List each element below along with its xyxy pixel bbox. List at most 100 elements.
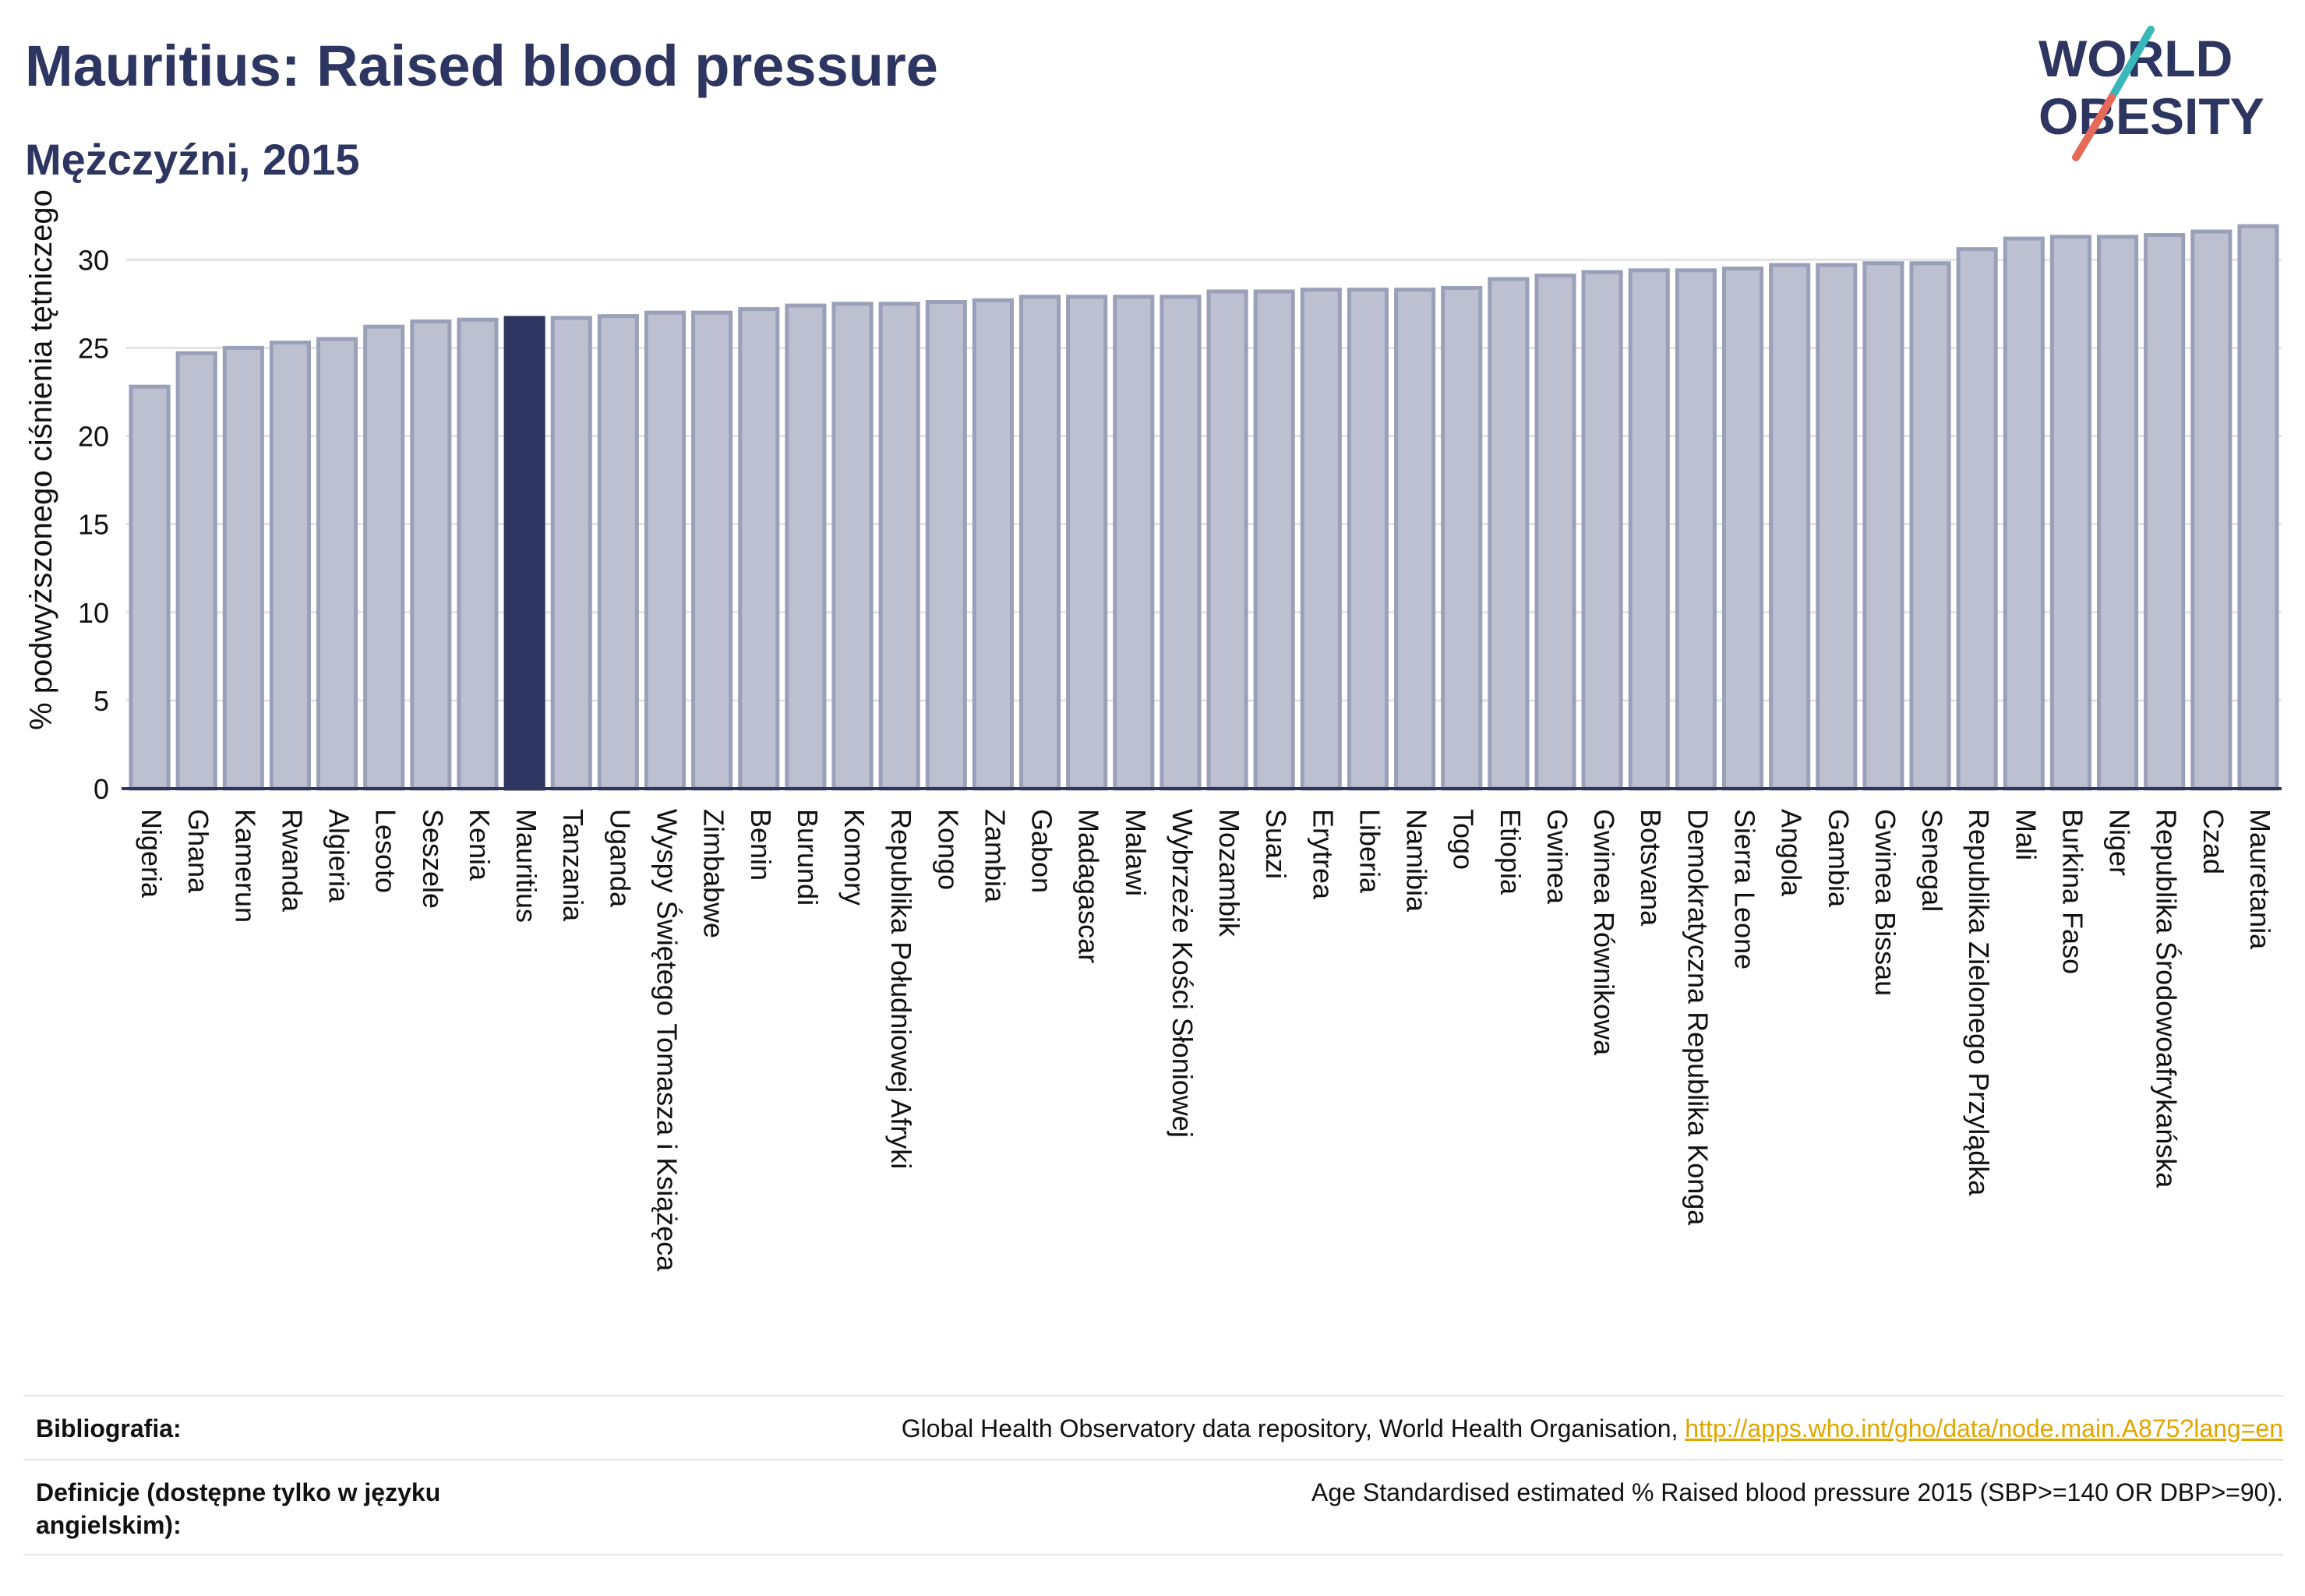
y-tick-label: 25 <box>78 332 109 364</box>
bar <box>597 314 639 791</box>
x-tick-labels: Nigeria Ghana Kamerun Rwanda Algieria Lesoto S… <box>136 809 2276 1272</box>
bar <box>1206 289 1248 791</box>
x-tick-label: Mauretania <box>2244 809 2276 950</box>
bibliography-label: Bibliografia: <box>36 1414 182 1442</box>
x-tick-label: Tanzania <box>557 809 589 922</box>
bar <box>1347 288 1389 791</box>
x-tick-label: Ghana <box>182 809 214 894</box>
x-tick-label: Republika Zielonego Przylądka <box>1963 809 1995 1196</box>
bar <box>925 300 967 791</box>
x-tick-label: Mauritius <box>510 809 542 923</box>
x-tick-label: Nigeria <box>136 809 168 899</box>
x-tick-label: Mozambik <box>1213 809 1245 937</box>
bar <box>2237 224 2279 791</box>
y-axis-label: % podwyższonego ciśnienia tętniczego <box>24 189 58 730</box>
bar <box>1628 268 1670 791</box>
x-tick-label: Lesoto <box>370 809 402 893</box>
bar <box>550 316 592 791</box>
bar <box>2144 233 2186 791</box>
bar <box>1300 288 1342 791</box>
y-tick-label: 0 <box>94 773 109 805</box>
x-tick-label: Burundi <box>792 809 824 906</box>
x-tick-label: Sierra Leone <box>1729 809 1761 969</box>
bar <box>1581 270 1623 791</box>
x-tick-label: Rwanda <box>276 809 308 913</box>
definitions-label: Definicje (dostępne tylko w języku angie… <box>36 1478 441 1539</box>
bar <box>410 319 452 791</box>
bar <box>878 302 920 791</box>
bar <box>1769 263 1811 791</box>
y-tick-label: 10 <box>78 597 109 629</box>
y-tick-label: 15 <box>78 509 109 541</box>
bars <box>129 224 2279 791</box>
bar <box>269 341 312 791</box>
bibliography-text: Global Health Observatory data repositor… <box>901 1414 1686 1442</box>
bar <box>2096 235 2139 791</box>
bar <box>457 317 499 791</box>
bar <box>503 316 545 791</box>
x-tick-label: Demokratyczna Republika Konga <box>1682 809 1714 1226</box>
footer-bibliography-row: Bibliografia: Global Health Observatory … <box>23 1395 2283 1460</box>
x-tick-label: Gwinea Bissau <box>1869 809 1901 996</box>
x-tick-label: Czad <box>2197 809 2229 874</box>
bar <box>1253 289 1295 791</box>
bar <box>1113 295 1155 791</box>
x-tick-label: Namibia <box>1401 809 1433 913</box>
bar <box>831 302 874 791</box>
y-tick-labels: 0 5 10 15 20 25 30 <box>78 244 109 805</box>
x-tick-label: Kenia <box>464 809 496 881</box>
y-tick-label: 20 <box>78 421 109 453</box>
x-tick-label: Republika Środowoafrykańska <box>2151 809 2183 1188</box>
x-tick-label: Kongo <box>932 809 964 890</box>
bar <box>644 310 687 791</box>
x-tick-label: Erytrea <box>1307 809 1339 900</box>
x-tick-label: Kamerun <box>229 809 261 923</box>
footer-definitions-row: Definicje (dostępne tylko w języku angie… <box>23 1459 2283 1555</box>
bar <box>2190 229 2233 791</box>
page-title: Mauritius: Raised blood pressure <box>25 34 938 98</box>
bar <box>2049 235 2091 791</box>
x-tick-label: Niger <box>2104 809 2136 876</box>
bar <box>1675 268 1717 791</box>
logo-line-2: OBESITY <box>2038 87 2264 145</box>
x-tick-label: Zimbabwe <box>698 809 730 938</box>
x-tick-label: Liberia <box>1354 809 1385 894</box>
x-tick-label: Angola <box>1776 809 1808 897</box>
bar <box>691 310 733 791</box>
bibliography-value: Global Health Observatory data repositor… <box>902 1412 2283 1445</box>
bar-chart: 0 5 10 15 20 25 30 Nigeria Ghana Kamerun Rwanda Al… <box>24 189 2282 1272</box>
x-tick-label: Gabon <box>1026 809 1058 893</box>
bar <box>785 303 827 791</box>
bar <box>738 307 780 791</box>
x-tick-label: Gwinea <box>1541 809 1573 905</box>
bar <box>363 324 405 791</box>
logo-slash-top <box>2108 26 2155 101</box>
bar <box>1862 261 1904 791</box>
bar <box>1956 247 1998 791</box>
bar <box>1816 263 1858 791</box>
x-tick-label: Botsvana <box>1635 809 1667 927</box>
x-tick-label: Wybrzeże Kości Słoniowej <box>1167 809 1198 1138</box>
x-tick-label: Uganda <box>604 809 636 908</box>
bar <box>972 298 1014 791</box>
page-subtitle: Mężczyźni, 2015 <box>25 135 360 184</box>
x-tick-label: Gambia <box>1823 809 1855 908</box>
x-tick-label: Wyspy Świętego Tomasza i Książęca <box>651 809 684 1272</box>
bar <box>222 345 264 791</box>
definitions-value: Age Standardised estimated % Raised bloo… <box>1311 1478 2283 1506</box>
x-tick-label: Etiopia <box>1495 809 1527 895</box>
x-tick-label: Burkina Faso <box>2056 809 2088 974</box>
bar <box>1909 261 1951 791</box>
x-tick-label: Togo <box>1448 809 1480 870</box>
bar <box>1394 288 1436 791</box>
bar <box>1534 274 1576 791</box>
x-tick-label: Senegal <box>1916 809 1948 912</box>
bar <box>129 384 171 791</box>
x-tick-label: Seszele <box>417 809 449 909</box>
bibliography-link[interactable]: http://apps.who.int/gho/data/node.main.A… <box>1685 1414 2283 1442</box>
bar <box>2003 236 2045 791</box>
x-tick-label: Republika Południowej Afryki <box>885 809 917 1169</box>
x-tick-label: Malawi <box>1120 809 1152 896</box>
y-tick-label: 30 <box>78 244 109 276</box>
x-tick-label: Komory <box>838 809 870 906</box>
